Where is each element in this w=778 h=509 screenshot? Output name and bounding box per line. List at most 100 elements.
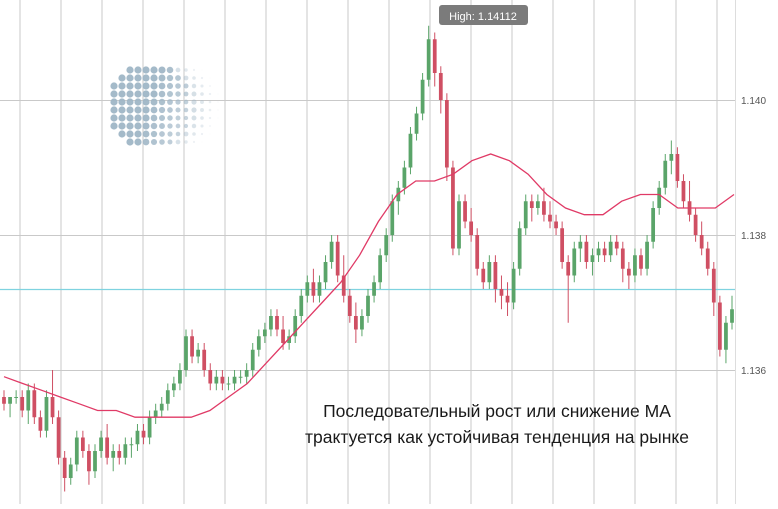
globe-dot (167, 107, 173, 113)
globe-dot (217, 117, 219, 119)
globe-dot (192, 132, 196, 136)
globe-dot (118, 82, 126, 90)
globe-dot (158, 90, 166, 98)
candle-body (74, 437, 79, 465)
globe-dot (208, 100, 212, 104)
globe-dot (118, 106, 126, 114)
globe-dot (201, 69, 203, 71)
candle-body (693, 214, 698, 235)
globe-dot (159, 131, 165, 137)
globe-dot (110, 106, 118, 114)
globe-dot (167, 131, 173, 137)
globe-dot (183, 123, 189, 129)
price-axis: 1.136 1.138 1.140 (741, 96, 766, 377)
candle-body (699, 235, 704, 249)
moving-average (3, 153, 735, 418)
tooltip-background (439, 5, 528, 25)
candle-body (226, 383, 231, 385)
dotted-globe-icon (110, 66, 219, 146)
globe-dot (150, 90, 158, 98)
globe-dot (200, 124, 204, 128)
candle-body (305, 282, 310, 296)
globe-dot (110, 82, 118, 90)
candle-body (560, 228, 565, 262)
candle-body (184, 336, 188, 370)
globe-dot (134, 130, 142, 138)
globe-dot (142, 98, 150, 106)
globe-dot (134, 74, 142, 82)
globe-dot (159, 139, 165, 145)
candle-body (475, 235, 480, 269)
globe-dot (118, 90, 126, 98)
globe-dot (134, 106, 142, 114)
candle-body (68, 464, 73, 478)
candle-body (420, 79, 425, 114)
globe-dot (175, 83, 181, 89)
candle-body (493, 262, 498, 289)
candle-body (341, 275, 346, 296)
globe-dot (150, 98, 158, 106)
globe-dot (200, 92, 204, 96)
candle-body (663, 160, 668, 188)
candle-body (56, 417, 61, 458)
y-tick-label: 1.140 (741, 96, 766, 107)
globe-dot (200, 100, 204, 104)
globe-dot (167, 139, 173, 145)
candle-body (438, 73, 443, 100)
globe-dot (158, 82, 166, 90)
candle-body (366, 295, 370, 316)
globe-dot (142, 138, 150, 146)
globe-dot (175, 131, 181, 137)
candle-body (724, 322, 728, 350)
globe-dot (158, 114, 166, 122)
candle-body (99, 437, 103, 451)
globe-dot (150, 122, 158, 130)
candle-body (117, 451, 122, 458)
globe-dot (175, 67, 181, 73)
globe-dot (126, 90, 134, 98)
globe-dot (200, 116, 204, 120)
candle-body (317, 282, 322, 296)
candle-body (730, 309, 734, 323)
globe-dot (142, 74, 150, 82)
globe-dot (126, 98, 134, 106)
globe-dot (158, 74, 166, 82)
candle-body (602, 248, 607, 256)
candle-body (299, 295, 304, 316)
globe-dot (200, 108, 204, 112)
candle-body (256, 336, 261, 350)
candle-body (123, 444, 128, 458)
candle-body (250, 349, 255, 370)
globe-dot (183, 75, 189, 81)
candle-body (105, 437, 110, 458)
candle-body (578, 241, 583, 249)
candle-body (14, 397, 19, 398)
candle-body (614, 241, 619, 249)
globe-dot (126, 74, 134, 82)
candle-body (645, 241, 649, 269)
globe-dot (200, 76, 204, 80)
tooltip-label: High: 1.14112 (449, 11, 517, 23)
candle-body (390, 201, 395, 235)
candle-body (269, 316, 273, 330)
candle-body (384, 235, 389, 256)
globe-dot (150, 130, 158, 138)
globe-dot (167, 115, 173, 121)
globe-dot (217, 93, 219, 95)
candle-body (311, 282, 316, 296)
candle-body (711, 268, 716, 303)
candle-body (548, 214, 552, 222)
candle-body (596, 248, 601, 256)
globe-dot (192, 68, 196, 72)
candle-body (414, 113, 419, 134)
candle-body (451, 167, 455, 249)
globe-dot (209, 125, 211, 127)
y-tick-label: 1.136 (741, 366, 766, 377)
candle-body (262, 329, 267, 337)
globe-dot (200, 84, 204, 88)
globe-dot (183, 131, 189, 137)
candle-body (111, 451, 116, 458)
globe-dot (118, 122, 126, 130)
candle-body (208, 370, 213, 384)
